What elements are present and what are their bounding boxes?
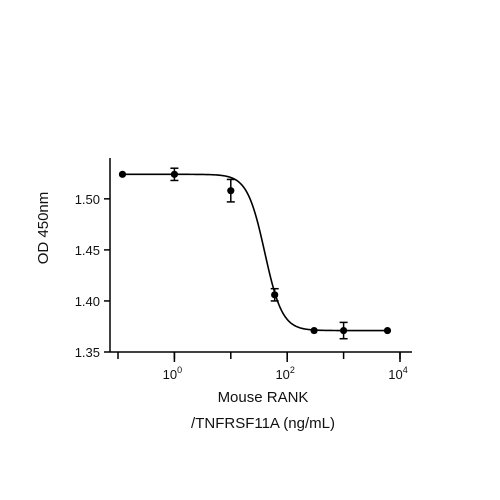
y-tick-label-3: 1.50 (75, 192, 100, 207)
data-point-1 (170, 167, 179, 182)
data-point-4 (310, 326, 318, 335)
x-axis-title-line-2: /TNFRSF11A (ng/mL) (191, 415, 335, 432)
data-point-0 (118, 170, 127, 178)
data-point-3 (270, 287, 279, 302)
x-tick-label-0: 100 (163, 365, 182, 382)
data-marker-3 (271, 291, 279, 299)
data-points (118, 167, 392, 340)
data-marker-6 (383, 326, 392, 335)
fit-curve (122, 173, 388, 332)
data-point-6 (383, 326, 392, 335)
data-point-5 (339, 321, 348, 340)
x-ticks: 100 102 104 (117, 352, 408, 382)
data-marker-4 (310, 326, 318, 335)
x-tick-label-2: 104 (388, 365, 407, 382)
data-marker-0 (118, 170, 127, 178)
data-marker-1 (170, 170, 178, 178)
axes (109, 158, 412, 353)
x-axis-title-line-1: Mouse RANK (218, 389, 309, 406)
y-axis-title: OD 450nm (35, 192, 52, 265)
y-tick-label-2: 1.45 (75, 243, 100, 258)
data-marker-2 (227, 187, 235, 195)
x-tick-label-1: 102 (275, 365, 294, 382)
data-marker-5 (340, 326, 348, 335)
y-ticks: 1.35 1.40 1.45 1.50 (75, 192, 110, 360)
y-tick-label-0: 1.35 (75, 345, 100, 360)
y-tick-label-1: 1.40 (75, 294, 100, 309)
data-point-2 (226, 178, 235, 203)
